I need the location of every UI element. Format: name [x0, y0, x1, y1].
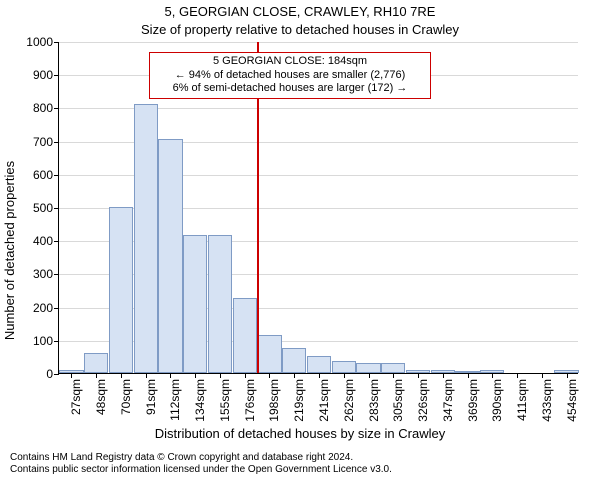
chart-plot-area: 0100200300400500600700800900100027sqm48s… [58, 42, 578, 374]
x-tick [220, 373, 221, 378]
x-tick-label: 411sqm [515, 379, 529, 421]
y-tick [54, 75, 59, 76]
y-tick-label: 600 [33, 168, 53, 182]
y-tick-label: 200 [33, 301, 53, 315]
y-tick-label: 100 [33, 334, 53, 348]
page-title-subtitle: Size of property relative to detached ho… [0, 22, 600, 37]
gridline [59, 42, 578, 43]
y-tick-label: 900 [33, 68, 53, 82]
y-tick [54, 374, 59, 375]
y-tick [54, 341, 59, 342]
x-tick [517, 373, 518, 378]
footer-line: Contains public sector information licen… [10, 464, 590, 476]
x-axis-label: Distribution of detached houses by size … [0, 426, 600, 441]
histogram-bar [282, 348, 306, 373]
x-tick-label: 70sqm [119, 379, 133, 415]
x-tick-label: 369sqm [466, 379, 480, 422]
y-tick [54, 241, 59, 242]
x-tick [443, 373, 444, 378]
x-tick [567, 373, 568, 378]
y-tick [54, 42, 59, 43]
histogram-bar [307, 356, 331, 373]
x-tick-label: 262sqm [342, 379, 356, 422]
y-tick-label: 700 [33, 135, 53, 149]
x-tick [170, 373, 171, 378]
x-tick [542, 373, 543, 378]
histogram-bar [84, 353, 108, 373]
x-tick-label: 241sqm [317, 379, 331, 422]
x-tick [468, 373, 469, 378]
y-tick [54, 108, 59, 109]
y-tick [54, 208, 59, 209]
histogram-bar [233, 298, 257, 373]
x-tick-label: 283sqm [367, 379, 381, 422]
histogram-bar [109, 207, 133, 373]
x-tick [294, 373, 295, 378]
x-tick [146, 373, 147, 378]
attribution-footer: Contains HM Land Registry data © Crown c… [10, 452, 590, 476]
x-tick-label: 219sqm [292, 379, 306, 422]
x-tick [121, 373, 122, 378]
x-tick [245, 373, 246, 378]
x-tick-label: 454sqm [565, 379, 579, 422]
annotation-callout: 5 GEORGIAN CLOSE: 184sqm← 94% of detache… [149, 52, 431, 99]
y-tick-label: 400 [33, 234, 53, 248]
y-tick [54, 308, 59, 309]
x-tick-label: 347sqm [441, 379, 455, 422]
x-tick-label: 433sqm [540, 379, 554, 422]
histogram-bar [158, 139, 182, 373]
y-tick-label: 300 [33, 267, 53, 281]
annotation-line: 5 GEORGIAN CLOSE: 184sqm [154, 55, 426, 69]
page-title-address: 5, GEORGIAN CLOSE, CRAWLEY, RH10 7RE [0, 4, 600, 19]
x-tick-label: 91sqm [144, 379, 158, 415]
x-tick [96, 373, 97, 378]
histogram-bar [208, 235, 232, 373]
x-tick [492, 373, 493, 378]
y-tick-label: 500 [33, 201, 53, 215]
x-tick-label: 27sqm [69, 379, 83, 415]
x-tick-label: 134sqm [193, 379, 207, 422]
histogram-bar [381, 363, 405, 373]
y-tick [54, 175, 59, 176]
histogram-bar [134, 104, 158, 373]
x-tick-label: 326sqm [416, 379, 430, 422]
x-tick-label: 155sqm [218, 379, 232, 422]
y-tick [54, 142, 59, 143]
x-tick-label: 176sqm [243, 379, 257, 422]
x-tick [393, 373, 394, 378]
histogram-bar [356, 363, 380, 373]
histogram-bar [332, 361, 356, 373]
y-tick-label: 800 [33, 101, 53, 115]
x-tick [269, 373, 270, 378]
y-tick-label: 0 [46, 367, 53, 381]
y-axis-label: Number of detached properties [2, 0, 18, 500]
x-tick-label: 305sqm [391, 379, 405, 422]
footer-line: Contains HM Land Registry data © Crown c… [10, 452, 590, 464]
x-tick-label: 390sqm [490, 379, 504, 422]
x-tick-label: 198sqm [267, 379, 281, 422]
x-tick-label: 112sqm [168, 379, 182, 421]
x-tick [369, 373, 370, 378]
x-tick [319, 373, 320, 378]
histogram-bar [257, 335, 281, 373]
y-tick-label: 1000 [26, 35, 53, 49]
x-tick [195, 373, 196, 378]
x-tick-label: 48sqm [94, 379, 108, 415]
x-tick [344, 373, 345, 378]
annotation-line: ← 94% of detached houses are smaller (2,… [154, 69, 426, 83]
annotation-line: 6% of semi-detached houses are larger (1… [154, 82, 426, 96]
x-tick [418, 373, 419, 378]
x-tick [71, 373, 72, 378]
histogram-bar [183, 235, 207, 373]
y-tick [54, 274, 59, 275]
